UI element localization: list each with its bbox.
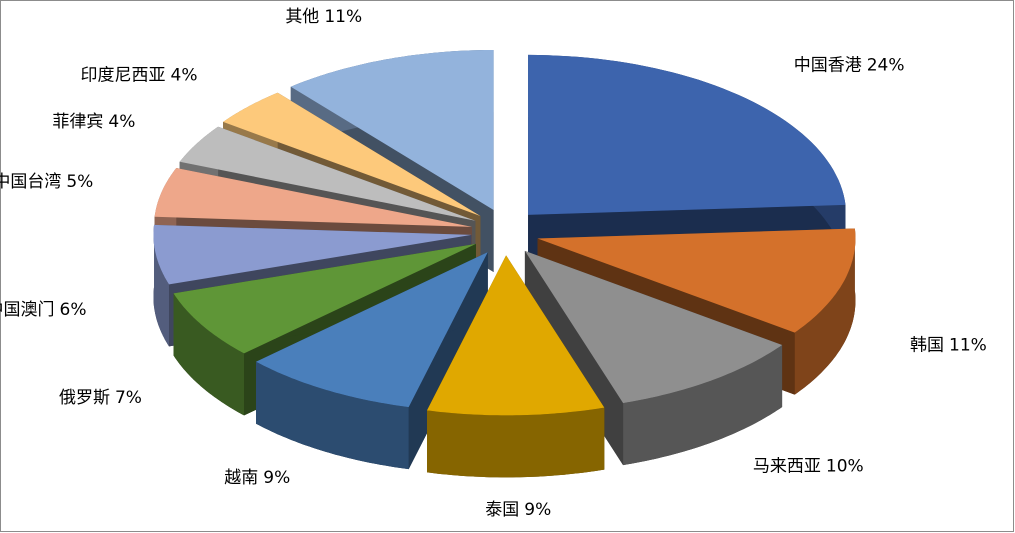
slice — [256, 252, 488, 408]
value-label: 6% — [60, 300, 87, 320]
slice-wall — [623, 345, 783, 466]
value-label: 9% — [263, 468, 290, 488]
data-label: 菲律宾 4% — [52, 112, 135, 132]
value-label: 24% — [867, 56, 905, 76]
category-label: 马来西亚 — [753, 456, 821, 476]
value-label: 7% — [115, 388, 142, 408]
slice — [427, 255, 605, 416]
data-label: 越南 9% — [224, 468, 290, 488]
slice-wall — [427, 407, 605, 478]
data-label: 中国香港 24% — [794, 56, 905, 76]
slice — [154, 168, 472, 227]
slice-wall — [173, 293, 245, 416]
value-label: 9% — [524, 500, 551, 520]
category-label: 中国台湾 — [0, 172, 61, 192]
slice-wall — [794, 228, 856, 395]
category-label: 菲律宾 — [52, 112, 103, 132]
slice — [173, 243, 476, 354]
slice — [290, 50, 494, 210]
slice — [179, 126, 476, 221]
slice — [223, 92, 481, 216]
data-label: 中国台湾 5% — [0, 172, 93, 192]
slice — [153, 224, 472, 285]
category-label: 中国香港 — [794, 56, 862, 76]
category-label: 韩国 — [910, 335, 944, 355]
slice-wall — [153, 224, 169, 347]
data-label: 泰国 9% — [485, 500, 551, 520]
data-label: 印度尼西亚 4% — [81, 66, 198, 86]
value-label: 10% — [826, 456, 864, 476]
value-label: 4% — [171, 66, 198, 86]
category-label: 中国澳门 — [0, 300, 55, 320]
labels: 中国香港24%韩国11%马来西亚10%泰国9%越南9%俄罗斯7%中国澳门6%中国… — [0, 7, 987, 520]
data-label: 其他 11% — [285, 7, 362, 27]
data-label: 中国澳门6% — [0, 300, 87, 320]
value-label: 11% — [949, 335, 987, 355]
slice-wall — [256, 361, 409, 470]
category-label: 俄罗斯 — [59, 388, 110, 408]
data-label: 马来西亚 10% — [753, 456, 864, 476]
value-label: 11% — [324, 7, 362, 27]
category-label: 其他 — [285, 7, 319, 27]
slice — [524, 250, 783, 404]
value-label: 5% — [66, 172, 93, 192]
slice — [528, 54, 846, 215]
category-label: 泰国 — [485, 500, 519, 520]
slice — [537, 228, 856, 333]
data-label: 俄罗斯 7% — [59, 388, 142, 408]
value-label: 4% — [108, 112, 135, 132]
category-label: 印度尼西亚 — [81, 66, 166, 86]
category-label: 越南 — [224, 468, 258, 488]
data-label: 韩国 11% — [910, 335, 987, 355]
pie — [153, 50, 856, 478]
